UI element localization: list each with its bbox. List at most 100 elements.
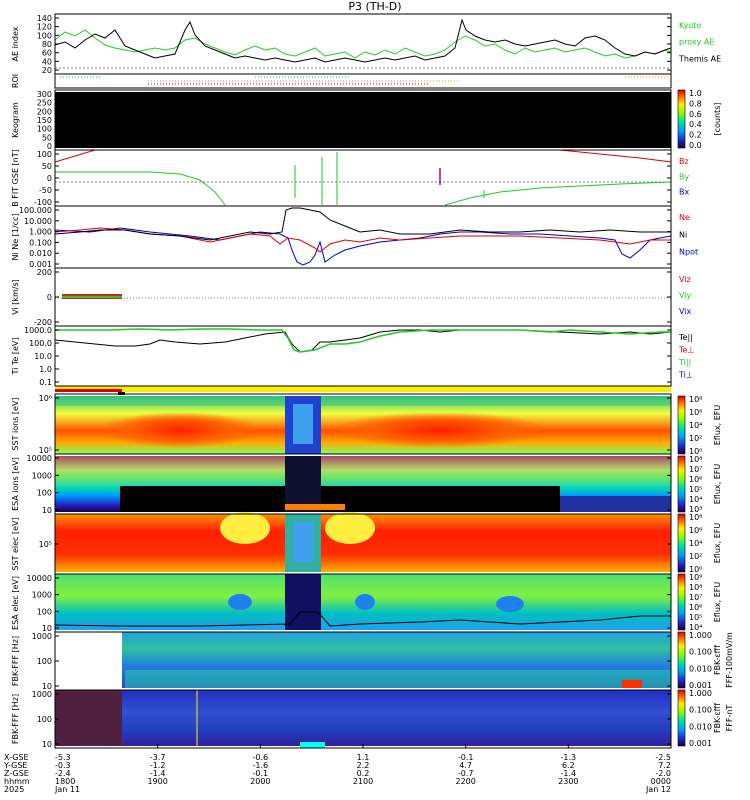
xaxis-tick-label: Jan 11 — [54, 785, 80, 794]
legend-themis-ae: Themis AE — [678, 54, 721, 63]
xaxis-row-label: 2025 — [4, 785, 24, 794]
ytick-label: 10000 — [27, 454, 52, 463]
colorbar-tick: 0.4 — [689, 120, 702, 129]
xaxis-tick-label: 7.2 — [658, 761, 671, 770]
colorbar-tick: 10² — [689, 434, 702, 443]
legend-viy: Viy — [679, 291, 692, 300]
colorbar-tick: 10² — [689, 552, 702, 561]
ytick-label: 0 — [47, 142, 52, 151]
ylabel-esa_ion: ESA ions [eV] — [11, 457, 20, 511]
colorbar-tick: 10⁸ — [689, 395, 702, 404]
ytick-label: 0.1 — [39, 378, 52, 387]
ylabel-fbk_ffi: FBK-FFF [Hz] — [11, 694, 20, 744]
xaxis-tick-label: 0.2 — [357, 769, 370, 778]
xaxis-tick-label: -0.1 — [458, 753, 474, 762]
legend-by: By — [679, 172, 689, 181]
xaxis-tick-label: 4.7 — [459, 761, 472, 770]
colorbar-tick: 10⁶ — [689, 408, 702, 417]
colorbar-tick: 0.8 — [689, 99, 702, 108]
xaxis-tick-label: 2100 — [353, 777, 373, 786]
velocity-panel — [55, 294, 671, 299]
legend-vix: Vix — [679, 307, 692, 316]
legend-npot: Npot — [679, 248, 698, 257]
ytick-label: 50 — [42, 133, 52, 142]
ytick-label: 1.000 — [29, 228, 52, 237]
ytick-label: 150 — [37, 116, 52, 125]
temp-panel — [54, 328, 672, 353]
ytick-label: 120 — [37, 23, 52, 32]
xaxis-tick-label: 0000 — [651, 777, 671, 786]
colorbar-label: Eflux, EFU — [713, 582, 722, 623]
colorbar-tick: 10⁴ — [689, 539, 702, 548]
xaxis-tick-label: -0.3 — [55, 761, 71, 770]
colorbar-tick: 10⁸ — [689, 513, 702, 522]
xaxis-tick-label: -2.4 — [55, 769, 71, 778]
colorbar-tick: 1.000 — [689, 689, 712, 698]
ylabel-roi: ROI — [11, 74, 20, 88]
colorbar-tick: 10⁴ — [689, 421, 702, 430]
colorbar-tick: 0.0 — [689, 141, 702, 150]
ytick-label: 100 — [37, 657, 52, 666]
xaxis-tick-label: -3.7 — [150, 753, 166, 762]
ytick-label: 1000 — [32, 632, 52, 641]
xaxis-row-label: X-GSE — [4, 753, 29, 762]
ytick-label: 100 — [37, 607, 52, 616]
colorbar-tick: 0.010 — [689, 722, 712, 731]
ytick-label: 10.000 — [24, 217, 52, 226]
xaxis-row-label: Z-GSE — [4, 769, 29, 778]
colorbar-label: FBK-εfff — [713, 703, 722, 733]
legend-ne: Ne — [679, 213, 690, 222]
ylabel-keogram: Keogram — [11, 102, 20, 138]
colorbar-cb_esa_elec — [677, 573, 686, 631]
legend-ti-: Ti|| — [678, 358, 691, 367]
xaxis-tick-label: Jan 12 — [645, 785, 671, 794]
ylabel-sst_elec: SST elec [eV] — [11, 517, 20, 570]
ytick-label: -200 — [34, 318, 52, 327]
ytick-label: 60 — [42, 49, 52, 58]
colorbar-cb_esa_ion — [677, 455, 686, 513]
colorbar-tick: 10⁶ — [689, 526, 702, 535]
xaxis-tick-label: 2000 — [250, 777, 270, 786]
colorbar-tick: 10⁷ — [689, 593, 702, 602]
ylabel-sst_ion: SST ions [eV] — [11, 397, 20, 450]
xaxis-tick-label: -0.1 — [253, 769, 269, 778]
xaxis-tick-label: -1.4 — [561, 769, 577, 778]
ytick-label: 140 — [37, 14, 52, 23]
ytick-label: 1000 — [32, 471, 52, 480]
xaxis-tick-label: -1.4 — [150, 769, 166, 778]
legend-te-: Te⊥ — [678, 346, 694, 355]
ae-panel — [54, 18, 672, 69]
ytick-label: 80 — [42, 40, 52, 49]
legend-kyoto: Kyoto — [679, 21, 701, 30]
colorbar-cb_sst_elec — [677, 513, 686, 573]
ytick-label: 100 — [37, 31, 52, 40]
colorbar-tick: 10⁸ — [689, 583, 702, 592]
legend-proxy-ae: proxy AE — [679, 38, 714, 47]
colorbar-tick: 10⁸ — [689, 455, 702, 464]
ytick-label: 100 — [37, 489, 52, 498]
ytick-label: 300 — [37, 90, 52, 99]
ytick-label: 10⁵ — [39, 446, 52, 455]
colorbar-tick: 0.010 — [689, 664, 712, 673]
colorbar-cb_fbk2 — [677, 689, 686, 747]
ytick-label: 0.001 — [29, 260, 52, 269]
panel-frame-temp — [54, 325, 672, 387]
esa-ion-spectrogram — [55, 456, 671, 512]
ylabel-temp: Ti Te [eV] — [11, 337, 20, 375]
xaxis-tick-label: 2200 — [455, 777, 475, 786]
ytick-label: -100 — [34, 198, 52, 207]
roi-panel — [60, 76, 670, 85]
colorbar-tick: 1.0 — [689, 89, 702, 98]
colorbar-tick: 0.100 — [689, 648, 712, 657]
colorbar-cb_fbk1 — [677, 631, 686, 689]
colorbar-tick: 0.001 — [689, 681, 712, 690]
ytick-label: 250 — [37, 99, 52, 108]
colorbar-tick: 0.001 — [689, 739, 712, 748]
ytick-label: 0 — [47, 174, 52, 183]
xaxis-tick-label: 1800 — [55, 777, 75, 786]
ytick-label: 1000.0 — [24, 326, 52, 335]
ylabel-velocity: Vi [km/s] — [11, 279, 20, 315]
fbk-fff-spectrogram — [55, 632, 671, 688]
sst-elec-spectrogram — [55, 512, 671, 572]
colorbar-label2: FFF-100mV/m — [725, 632, 734, 688]
